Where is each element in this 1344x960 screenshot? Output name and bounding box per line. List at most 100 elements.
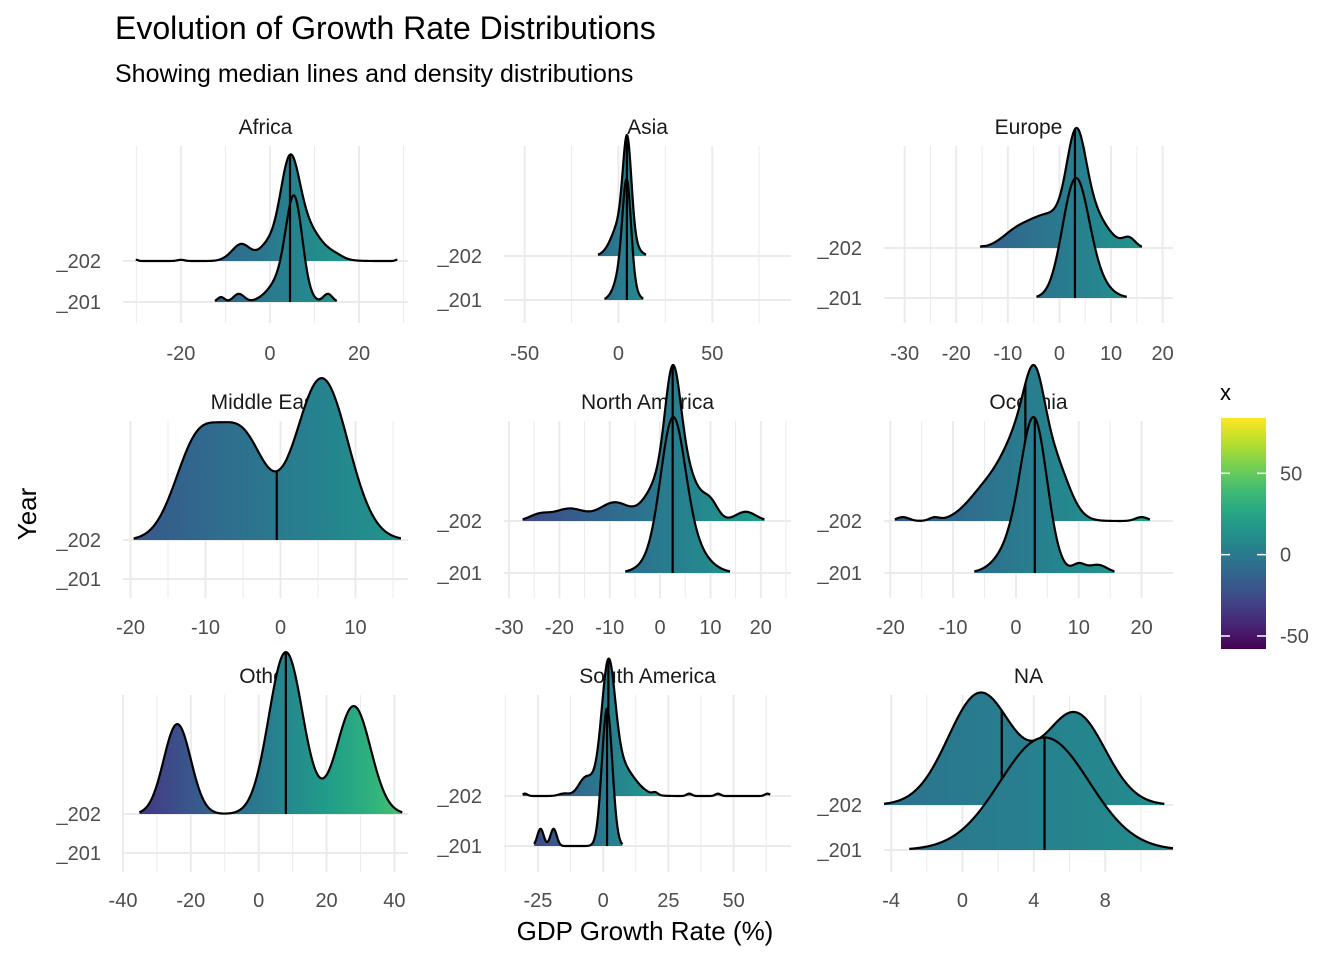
density-outline [138, 651, 403, 815]
density-area [139, 652, 403, 814]
density-outline [133, 377, 402, 540]
density-area [534, 708, 623, 846]
ridge-middle-east-202 [133, 377, 402, 540]
x-tick-label: 20 [348, 343, 370, 365]
density-outline [597, 133, 647, 256]
chart-subtitle: Showing median lines and density distrib… [115, 60, 633, 88]
ridge-africa-201 [214, 194, 338, 302]
density-outline [894, 363, 1151, 523]
x-tick-label: 0 [1010, 617, 1021, 639]
y-tick-label: _202 [56, 251, 102, 273]
y-tick-label: _201 [56, 292, 102, 314]
x-tick-label: 20 [315, 890, 337, 912]
strip-label-middle-east: Middle East [211, 391, 321, 414]
x-tick-label: -20 [942, 343, 971, 365]
panel-na: NA -4 0 4 8 _202 _201 [817, 665, 1174, 912]
x-tick-label: 0 [613, 343, 624, 365]
density-outline [624, 415, 731, 573]
y-tick-label: _201 [817, 288, 863, 310]
x-tick-label: -10 [939, 617, 968, 639]
strip-label-asia: Asia [627, 116, 668, 139]
density-area [974, 417, 1115, 573]
ridge-north-america-201 [624, 415, 731, 573]
ridge-oceania-201 [973, 415, 1115, 573]
x-tick-label: -20 [545, 617, 574, 639]
y-axis-title: Year [12, 487, 42, 540]
density-outline [603, 177, 644, 300]
x-tick-label: -50 [510, 343, 539, 365]
x-tick-label: 0 [1054, 343, 1065, 365]
x-axis-title: GDP Growth Rate (%) [517, 916, 774, 946]
y-tick-label: _202 [56, 530, 102, 552]
strip-label-europe: Europe [995, 116, 1063, 139]
panel-north-america: North America -30 -20 -10 0 10 20 _202 _201 [437, 363, 791, 639]
density-outline [908, 736, 1174, 850]
x-tick-label: -30 [495, 617, 524, 639]
x-tick-label: 10 [344, 617, 366, 639]
density-outline [979, 126, 1143, 248]
panel-other: Other-40 -20 0 20 40_202_201 [56, 651, 408, 912]
density-area [133, 378, 401, 540]
x-tick-label: -25 [523, 890, 552, 912]
legend-title: x [1220, 380, 1231, 405]
y-tick-label: _201 [56, 843, 102, 865]
y-tick-label: _202 [817, 795, 863, 817]
y-tick-label: _202 [817, 511, 863, 533]
x-tick-label: 50 [722, 890, 744, 912]
x-tick-label: -10 [595, 617, 624, 639]
x-tick-label: 0 [253, 890, 264, 912]
y-tick-label: _202 [437, 246, 483, 268]
ridge-europe-201 [1036, 176, 1128, 298]
chart-title: Evolution of Growth Rate Distributions [115, 10, 656, 46]
density-area [909, 737, 1173, 850]
x-tick-label: 0 [598, 890, 609, 912]
strip-label-na: NA [1014, 665, 1043, 688]
ridge-other-202 [138, 651, 403, 815]
y-tick-label: _202 [437, 511, 483, 533]
legend-break-label: -50 [1280, 626, 1309, 648]
panel-europe: Europe -30 -20 -10 0 10 20 _202 _201 [817, 116, 1174, 365]
colorbar [1221, 418, 1266, 649]
x-tick-label: 20 [1130, 617, 1152, 639]
y-tick-label: _202 [437, 786, 483, 808]
x-tick-label: 0 [264, 343, 275, 365]
panel-africa: Africa -20 0 20 _202 _201 [56, 116, 408, 365]
density-area [214, 195, 337, 302]
x-tick-label: 40 [383, 890, 405, 912]
strip-label-africa: Africa [239, 116, 293, 139]
ridge-na-201 [908, 736, 1174, 850]
density-outline [522, 363, 765, 521]
x-tick-label: -20 [116, 617, 145, 639]
x-tick-label: 8 [1100, 890, 1111, 912]
x-tick-label: 20 [1152, 343, 1174, 365]
x-tick-label: 20 [750, 617, 772, 639]
x-tick-label: 4 [1028, 890, 1039, 912]
density-area [894, 365, 1150, 521]
density-outline [135, 153, 398, 263]
x-tick-label: -4 [882, 890, 900, 912]
x-tick-label: -20 [876, 617, 905, 639]
x-tick-label: 50 [701, 343, 723, 365]
x-tick-label: -10 [993, 343, 1022, 365]
density-outline [214, 194, 338, 302]
y-tick-label: _201 [817, 840, 863, 862]
density-outline [1036, 176, 1128, 298]
x-tick-label: -40 [109, 890, 138, 912]
panel-middle-east: Middle East -20 -10 0 10 _202 _201 [56, 377, 408, 639]
x-tick-label: 0 [655, 617, 666, 639]
x-tick-label: 10 [699, 617, 721, 639]
ridge-asia-201 [603, 177, 644, 300]
ridge-south-america-201 [533, 707, 624, 848]
color-legend: x 50 0 -50 [1220, 380, 1309, 649]
density-outline [973, 415, 1115, 573]
facet-panels: Africa -20 0 20 _202 _201 Asia -50 0 50 _202 _201 Eu… [56, 116, 1174, 912]
legend-break-label: 50 [1280, 463, 1302, 485]
x-tick-label: 0 [275, 617, 286, 639]
x-tick-label: -20 [176, 890, 205, 912]
y-tick-label: _201 [437, 836, 483, 858]
y-tick-label: _201 [437, 563, 483, 585]
x-tick-label: 10 [1100, 343, 1122, 365]
x-tick-label: -30 [890, 343, 919, 365]
